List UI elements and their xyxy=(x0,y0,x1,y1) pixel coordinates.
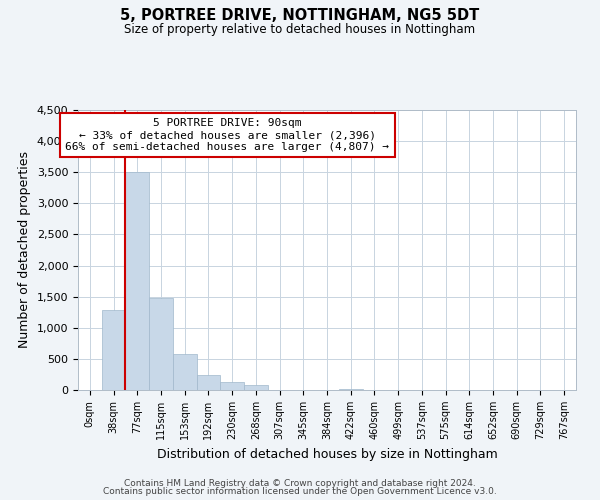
Bar xyxy=(220,382,244,390)
Text: Contains HM Land Registry data © Crown copyright and database right 2024.: Contains HM Land Registry data © Crown c… xyxy=(124,478,476,488)
Bar xyxy=(149,298,173,390)
Bar xyxy=(197,375,220,390)
Bar xyxy=(339,389,362,390)
Bar xyxy=(102,310,125,390)
Text: Contains public sector information licensed under the Open Government Licence v3: Contains public sector information licen… xyxy=(103,487,497,496)
X-axis label: Distribution of detached houses by size in Nottingham: Distribution of detached houses by size … xyxy=(157,448,497,460)
Text: 5 PORTREE DRIVE: 90sqm
← 33% of detached houses are smaller (2,396)
66% of semi-: 5 PORTREE DRIVE: 90sqm ← 33% of detached… xyxy=(65,118,389,152)
Bar xyxy=(125,172,149,390)
Text: Size of property relative to detached houses in Nottingham: Size of property relative to detached ho… xyxy=(124,22,476,36)
Text: 5, PORTREE DRIVE, NOTTINGHAM, NG5 5DT: 5, PORTREE DRIVE, NOTTINGHAM, NG5 5DT xyxy=(121,8,479,22)
Bar xyxy=(244,386,268,390)
Y-axis label: Number of detached properties: Number of detached properties xyxy=(18,152,31,348)
Bar xyxy=(173,354,197,390)
